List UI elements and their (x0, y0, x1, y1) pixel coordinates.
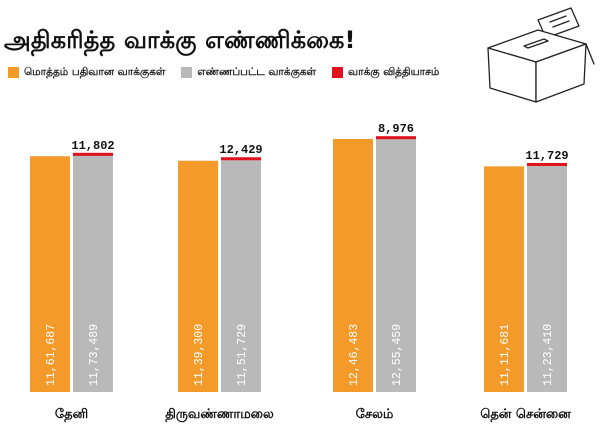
legend: மொத்தம் பதிவான வாக்குகள் எண்ணப்பட்ட வாக்… (8, 66, 439, 79)
total-votes-label: 11,61,687 (45, 324, 58, 386)
vote-difference-mark (221, 157, 261, 161)
legend-item-total-votes: மொத்தம் பதிவான வாக்குகள் (8, 66, 165, 79)
legend-swatch-total-votes (8, 67, 19, 78)
counted-votes-label: 11,51,729 (236, 324, 249, 386)
category-label: தேனி (55, 407, 88, 422)
legend-swatch-vote-difference (332, 67, 344, 78)
total-votes-label: 11,39,300 (193, 324, 206, 386)
counted-votes-label: 11,73,489 (88, 324, 101, 386)
legend-label-vote-difference: வாக்கு வித்தியாசம் (348, 66, 440, 78)
vote-difference-label: 11,802 (71, 139, 114, 153)
total-votes-bar (178, 160, 218, 392)
counted-votes-label: 11,23,410 (542, 324, 555, 386)
category-label: தென் சென்னை (480, 407, 571, 422)
vote-difference-label: 12,429 (219, 143, 262, 157)
category-label: திருவண்ணாமலை (165, 407, 274, 422)
total-votes-label: 12,46,483 (348, 324, 361, 386)
counted-votes-label: 12,55,459 (391, 324, 404, 386)
total-votes-bar (484, 166, 524, 392)
counted-votes-bar (221, 158, 261, 392)
legend-swatch-counted-votes (181, 67, 193, 78)
total-votes-bar (30, 156, 70, 392)
vote-difference-label: 11,729 (525, 149, 568, 163)
category-label: சேலம் (356, 407, 394, 422)
ballot-box-illustration (487, 7, 595, 103)
legend-item-counted-votes: எண்ணப்பட்ட வாக்குகள் (181, 66, 316, 79)
vote-difference-label: 8,976 (378, 122, 414, 136)
total-votes-label: 11,11,681 (499, 324, 512, 386)
vote-difference-mark (73, 152, 113, 156)
legend-item-vote-difference: வாக்கு வித்தியாசம் (332, 66, 439, 79)
chart-title: அதிகரித்த வாக்கு எண்ணிக்கை! (4, 26, 356, 54)
counted-votes-bar (527, 163, 567, 392)
vote-difference-mark (376, 136, 416, 140)
total-votes-bar (333, 139, 373, 392)
counted-votes-bar (376, 137, 416, 392)
counted-votes-bar (73, 153, 113, 392)
vote-difference-mark (527, 162, 567, 166)
legend-label-counted-votes: எண்ணப்பட்ட வாக்குகள் (197, 66, 317, 78)
legend-label-total-votes: மொத்தம் பதிவான வாக்குகள் (24, 66, 166, 78)
